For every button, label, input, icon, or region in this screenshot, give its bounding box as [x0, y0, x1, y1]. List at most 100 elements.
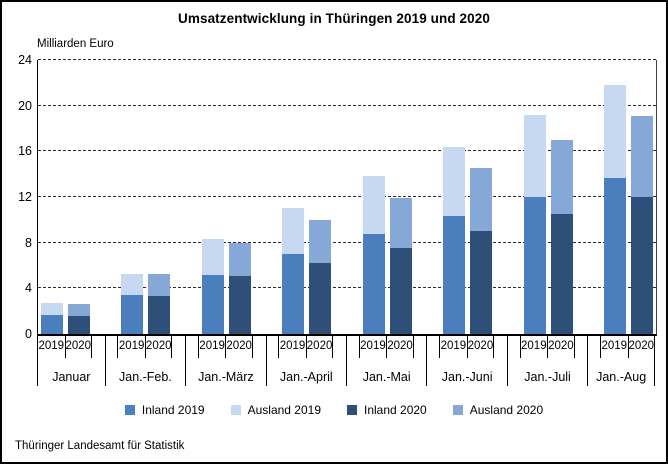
- segment-inland-2019-Jan.-Juni: [443, 216, 466, 334]
- bar-pair-Jan.-März: [201, 239, 251, 334]
- segment-ausland-2020-Jan.-Aug: [631, 115, 653, 197]
- legend-swatch-icon: [124, 405, 135, 415]
- month-cell-Jan.-April: Jan.-April: [265, 336, 346, 386]
- segment-ausland-2020-Januar: [68, 304, 90, 316]
- year-label-Jan.-März-2019: 2019: [197, 336, 226, 358]
- year-label-Jan.-April-2019: 2019: [278, 336, 306, 358]
- year-labels-Jan.-Juni: 2019 2020: [439, 336, 495, 358]
- segment-inland-2020-Jan.-Juni: [470, 231, 493, 334]
- bar-Jan.-Feb.-2019: [121, 273, 144, 334]
- year-label-Januar-2019: 2019: [37, 336, 65, 358]
- legend-item-inland-2019: Inland 2019: [124, 403, 205, 417]
- year-labels-Jan.-Mai: 2019 2020: [358, 336, 414, 358]
- legend-label: Ausland 2020: [469, 403, 544, 417]
- year-labels-Jan.-Aug: 2019 2020: [600, 336, 655, 358]
- y-tick-label-16: 16: [18, 144, 32, 159]
- month-cell-Januar: Januar: [37, 336, 105, 386]
- segment-ausland-2020-Jan.-Juni: [470, 168, 493, 232]
- year-label-Jan.-Aug-2019: 2019: [600, 336, 628, 358]
- segment-ausland-2020-Jan.-April: [309, 219, 332, 264]
- gridline-16: [38, 150, 656, 152]
- gridline-4: [38, 287, 656, 289]
- year-label-Jan.-Juli-2020: 2020: [547, 336, 575, 358]
- segment-ausland-2019-Jan.-Juni: [443, 146, 466, 217]
- source-note: Thüringer Landesamt für Statistik: [15, 440, 185, 452]
- year-labels-Jan.-März: 2019 2020: [197, 336, 253, 358]
- legend-swatch-icon: [230, 405, 241, 415]
- segment-inland-2019-Jan.-Feb.: [121, 295, 144, 334]
- segment-inland-2020-Jan.-April: [309, 263, 332, 334]
- segment-inland-2020-Jan.-Juli: [550, 214, 573, 334]
- bar-pair-Jan.-Juni: [443, 146, 493, 334]
- year-label-Jan.-Mai-2019: 2019: [358, 336, 387, 358]
- segment-ausland-2019-Jan.-April: [282, 208, 305, 255]
- bar-Jan.-Juni-2020: [470, 168, 493, 334]
- legend-item-ausland-2019: Ausland 2019: [230, 403, 321, 417]
- legend-swatch-icon: [452, 405, 463, 415]
- year-label-Jan.-Juni-2020: 2020: [466, 336, 495, 358]
- bar-Januar-2020: [68, 304, 90, 334]
- month-cell-Jan.-Juli: Jan.-Juli: [506, 336, 587, 386]
- bar-Jan.-Juli-2020: [550, 139, 573, 334]
- year-labels-Jan.-April: 2019 2020: [278, 336, 334, 358]
- legend-swatch-icon: [347, 405, 357, 415]
- chart-title: Umsatzentwicklung in Thüringen 2019 und …: [178, 11, 490, 26]
- bar-pair-Jan.-Aug: [604, 85, 653, 334]
- segment-inland-2020-Jan.-Feb.: [148, 296, 171, 334]
- month-label-Jan.-Juli: Jan.-Juli: [524, 370, 571, 384]
- month-label-Jan.-März: Jan.-März: [198, 370, 254, 384]
- y-tick-label-20: 20: [18, 98, 32, 113]
- bar-Jan.-März-2020: [228, 242, 251, 334]
- bar-Jan.-Aug-2020: [631, 115, 653, 334]
- bar-pair-Jan.-Feb.: [121, 273, 171, 334]
- bar-Jan.-Juli-2019: [523, 114, 546, 334]
- bar-pair-Jan.-April: [282, 208, 332, 334]
- segment-ausland-2019-Jan.-März: [201, 239, 224, 275]
- segment-inland-2020-Jan.-Aug: [631, 197, 653, 334]
- month-cell-Jan.-Juni: Jan.-Juni: [426, 336, 506, 386]
- segment-inland-2020-Jan.-März: [228, 275, 251, 334]
- y-tick-label-0: 0: [25, 327, 32, 341]
- bar-pair-Jan.-Juli: [523, 114, 573, 334]
- year-label-Jan.-April-2020: 2020: [305, 336, 334, 358]
- segment-ausland-2019-Jan.-Aug: [604, 85, 626, 178]
- month-cell-Jan.-März: Jan.-März: [185, 336, 265, 386]
- year-label-Jan.-März-2020: 2020: [225, 336, 253, 358]
- gridline-12: [38, 196, 656, 197]
- legend: Inland 2019 Ausland 2019 Inland 2020 Auslan…: [2, 403, 666, 417]
- plot-area: [37, 59, 657, 336]
- segment-inland-2019-Jan.-Juli: [523, 197, 546, 334]
- segment-ausland-2020-Jan.-Mai: [389, 198, 412, 249]
- year-label-Jan.-Aug-2020: 2020: [627, 336, 655, 358]
- month-label-Jan.-Juni: Jan.-Juni: [441, 370, 493, 384]
- y-tick-label-4: 4: [25, 281, 32, 296]
- year-label-Jan.-Juli-2019: 2019: [519, 336, 548, 358]
- bar-pair-Jan.-Mai: [362, 176, 412, 334]
- segment-ausland-2020-Jan.-März: [228, 242, 251, 276]
- segment-inland-2019-Jan.-April: [282, 254, 305, 334]
- gridline-20: [38, 104, 656, 106]
- gridline-24: [38, 59, 656, 60]
- segment-inland-2019-Jan.-Mai: [362, 233, 385, 334]
- legend-item-inland-2020: Inland 2020: [347, 403, 427, 417]
- legend-label: Inland 2020: [364, 403, 427, 417]
- year-labels-Jan.-Juli: 2019 2020: [519, 336, 575, 358]
- segment-ausland-2019-Jan.-Juli: [523, 114, 546, 197]
- bar-Jan.-April-2020: [309, 219, 332, 334]
- year-labels-Januar: 2019 2020: [37, 336, 92, 358]
- month-cell-Jan.-Feb.: Jan.-Feb.: [104, 336, 185, 386]
- segment-inland-2019-Jan.-Aug: [604, 177, 626, 334]
- y-axis-caption: Milliarden Euro: [37, 38, 114, 50]
- segment-inland-2020-Jan.-Mai: [389, 248, 412, 334]
- gridline-8: [38, 241, 656, 243]
- bar-Jan.-Feb.-2020: [148, 273, 171, 334]
- year-label-Januar-2020: 2020: [64, 336, 92, 358]
- bar-pair-Januar: [41, 303, 90, 334]
- y-tick-label-12: 12: [18, 190, 32, 204]
- bar-Jan.-Mai-2019: [362, 176, 385, 334]
- x-axis-month-row: Januar Jan.-Feb. Jan.-März Jan.-April Jan.-M…: [37, 336, 655, 386]
- segment-ausland-2019-Jan.-Feb.: [121, 273, 144, 296]
- month-cell-Jan.-Mai: Jan.-Mai: [346, 336, 426, 386]
- month-label-Januar: Januar: [52, 370, 91, 384]
